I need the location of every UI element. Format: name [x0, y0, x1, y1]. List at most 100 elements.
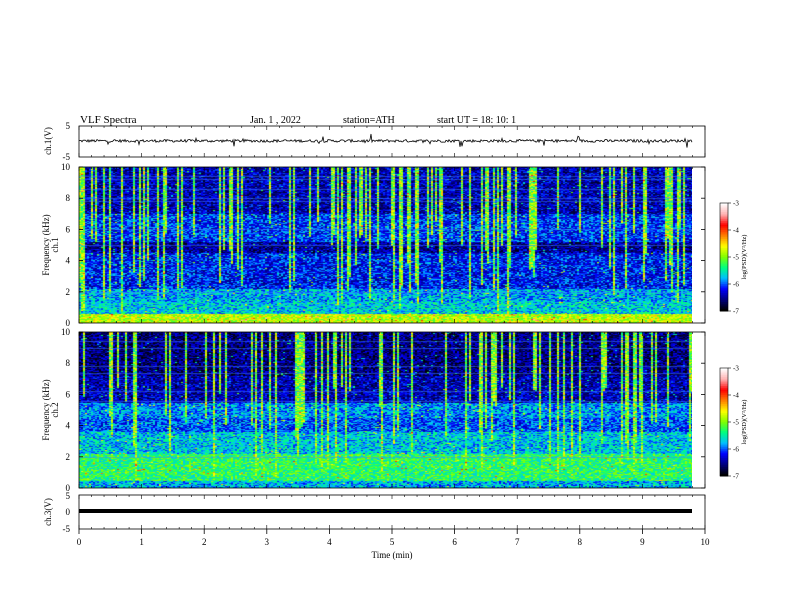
station-label: station=ATH — [343, 115, 395, 126]
colorbar-tick-label: -4 — [733, 227, 739, 235]
ytick-label: 6 — [66, 389, 71, 399]
colorbar-swatch — [720, 210, 728, 213]
colorbar-swatch — [720, 447, 728, 450]
colorbar-swatch — [720, 422, 728, 425]
colorbar-swatch — [720, 377, 728, 380]
colorbar-swatch — [720, 423, 728, 427]
colorbar-swatch — [720, 456, 728, 459]
colorbar-tick-label: -6 — [733, 281, 739, 289]
colorbar-swatch — [720, 427, 728, 430]
colorbar-swatch — [720, 266, 728, 269]
colorbar-swatch — [720, 273, 728, 276]
ch3-ytick-top: 5 — [66, 491, 71, 501]
spectrogram-raster — [79, 167, 692, 323]
ch1-spectrogram-image — [79, 167, 692, 323]
colorbar-tick-label: -3 — [733, 365, 739, 373]
spectrogram-raster — [79, 332, 692, 488]
colorbar-swatch — [720, 212, 728, 215]
colorbar-swatch — [720, 291, 728, 294]
colorbar-swatch — [720, 282, 728, 285]
colorbar-swatch — [720, 226, 728, 229]
xtick-label: 4 — [327, 537, 332, 547]
colorbar-swatch — [720, 203, 728, 206]
colorbar-swatch — [720, 373, 728, 376]
colorbar-swatch — [720, 396, 728, 400]
colorbar-swatch — [720, 264, 728, 267]
colorbar-swatch — [720, 411, 728, 414]
colorbar-swatch — [720, 303, 728, 307]
colorbar-swatch — [720, 237, 728, 240]
colorbar-swatch — [720, 305, 728, 308]
colorbar-swatch — [720, 230, 728, 233]
ch2-spectrogram-ylabel-channel: ch.2 — [50, 402, 60, 417]
colorbar-swatch — [720, 449, 728, 452]
xaxis-label: Time (min) — [372, 550, 413, 560]
colorbar-tick-label: -5 — [733, 254, 739, 262]
colorbar-swatch — [720, 407, 728, 410]
colorbar-swatch — [720, 219, 728, 222]
ch1-ylabel: ch.1(V) — [43, 127, 53, 155]
colorbar-swatch — [720, 300, 728, 303]
colorbar-swatch — [720, 389, 728, 392]
ch2-colorbar: -3 -4 -5 -6 -7 log(PSD)(V²/Hz) — [719, 365, 748, 481]
colorbar-swatch — [720, 375, 728, 378]
colorbar-tick-label: -4 — [733, 392, 739, 400]
colorbar-swatch — [720, 468, 728, 472]
colorbar-swatch — [720, 398, 728, 401]
ch1-waveform-trace — [78, 133, 693, 148]
colorbar-swatch — [720, 380, 728, 383]
xtick-label: 2 — [202, 537, 207, 547]
colorbar-swatch — [720, 246, 728, 249]
colorbar-swatch — [720, 302, 728, 305]
colorbar-tick-label: -5 — [733, 419, 739, 427]
colorbar-swatch — [720, 391, 728, 394]
ytick-label: 4 — [66, 421, 71, 431]
ytick-label: 8 — [66, 193, 71, 203]
ch2-spectrogram-yticks: 10 8 6 4 2 0 — [61, 327, 705, 493]
ch1-waveform-panel: 5 -5 ch.1(V) — [43, 121, 706, 162]
colorbar-swatch — [720, 249, 728, 253]
colorbar-swatch — [720, 289, 728, 292]
colorbar-swatch — [720, 244, 728, 247]
ch3-ytick-bottom: -5 — [63, 524, 71, 534]
colorbar-swatch — [720, 296, 728, 299]
colorbar-swatch — [720, 386, 728, 389]
colorbar-swatch — [720, 242, 728, 245]
ch2-spectrogram-panel: 10 8 6 4 2 0 ch.2 Frequency (kHz) — [41, 327, 706, 493]
colorbar-swatch — [720, 235, 728, 238]
colorbar-swatch — [720, 402, 728, 405]
ch1-spectrogram-ylabel-frequency: Frequency (kHz) — [41, 214, 51, 275]
colorbar-swatch — [720, 222, 728, 226]
colorbar-swatch — [720, 459, 728, 463]
colorbar-swatch — [720, 271, 728, 274]
colorbar-swatch — [720, 284, 728, 287]
colorbar-swatch — [720, 278, 728, 281]
colorbar-label: log(PSD)(V²/Hz) — [741, 235, 748, 280]
colorbar-swatch — [720, 267, 728, 271]
colorbar-swatch — [720, 280, 728, 283]
ch1-spectrogram-panel: 10 8 6 4 2 0 ch.1 Frequency (kHz) — [41, 162, 706, 328]
colorbar-swatch — [720, 293, 728, 296]
ytick-label: 2 — [66, 287, 71, 297]
colorbar-swatch — [720, 208, 728, 211]
ch3-waveform-trace — [79, 509, 692, 513]
date-label: Jan. 1 , 2022 — [250, 115, 301, 126]
ytick-label: 10 — [61, 327, 71, 337]
colorbar-swatch — [720, 434, 728, 437]
colorbar-swatch — [720, 294, 728, 298]
colorbar-swatch — [720, 400, 728, 403]
colorbar-swatch — [720, 443, 728, 446]
colorbar-swatch — [720, 395, 728, 398]
colorbar-swatch — [720, 393, 728, 396]
colorbar-swatch — [720, 441, 728, 445]
colorbar-tick-label: -3 — [733, 200, 739, 208]
colorbar-swatch — [720, 257, 728, 260]
ch3-ylabel: ch.3(V) — [43, 498, 53, 526]
colorbar-swatch — [720, 307, 728, 310]
colorbar-swatch — [720, 431, 728, 434]
colorbar-swatch — [720, 445, 728, 448]
xtick-label: 1 — [139, 537, 144, 547]
colorbar-swatch — [720, 276, 728, 280]
xtick-label: 9 — [640, 537, 645, 547]
